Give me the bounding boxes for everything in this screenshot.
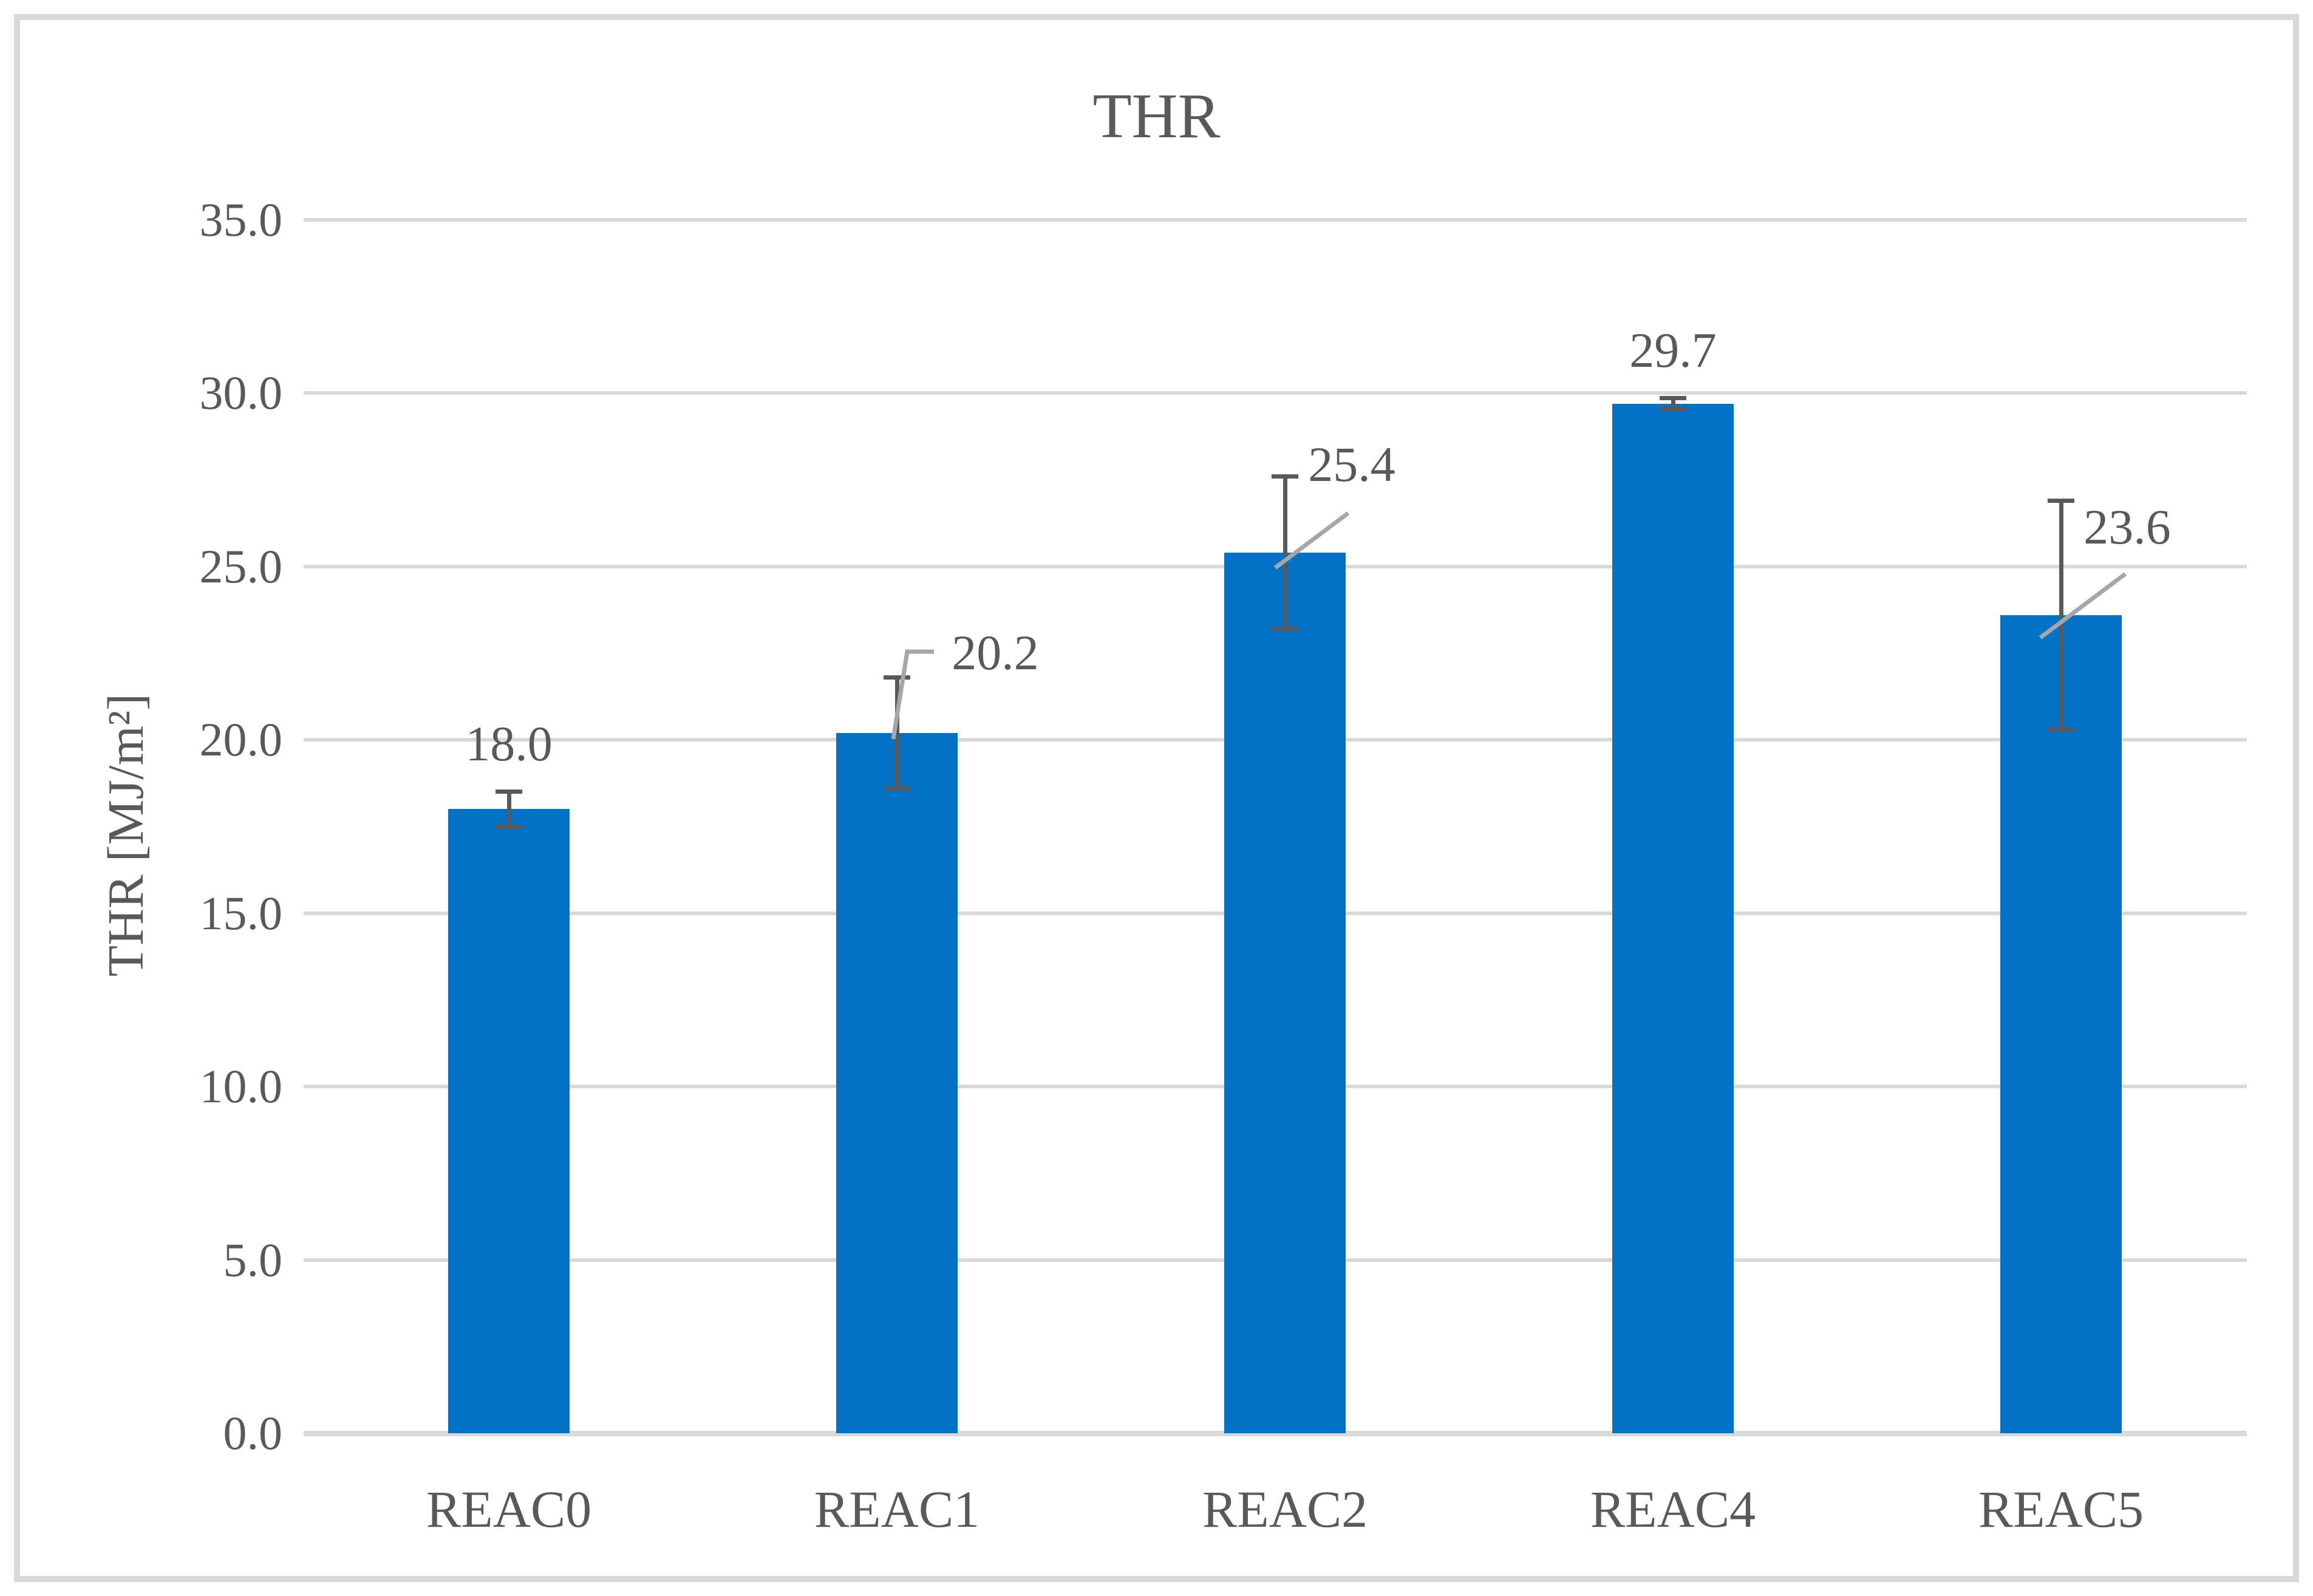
error-bar-cap-top-REAC4 bbox=[1660, 396, 1686, 401]
error-bar-REAC5 bbox=[2059, 500, 2063, 730]
y-tick-label: 15.0 bbox=[199, 886, 283, 940]
y-tick-label: 10.0 bbox=[199, 1060, 283, 1113]
error-bar-cap-bottom-REAC4 bbox=[1660, 406, 1686, 411]
bar-REAC1 bbox=[836, 732, 958, 1433]
error-bar-REAC1 bbox=[894, 677, 899, 789]
x-tick-label-REAC4: REAC4 bbox=[1590, 1480, 1756, 1538]
error-bar-REAC4 bbox=[1671, 398, 1675, 409]
x-tick-label-REAC2: REAC2 bbox=[1202, 1480, 1368, 1538]
error-bar-cap-top-REAC5 bbox=[2048, 498, 2074, 503]
leader-line-REAC5 bbox=[2039, 572, 2127, 639]
bar-REAC5 bbox=[2000, 615, 2122, 1433]
y-tick-label: 35.0 bbox=[199, 193, 283, 246]
chart-title: THR bbox=[1092, 80, 1221, 151]
error-bar-cap-bottom-REAC1 bbox=[884, 786, 910, 791]
gridline bbox=[304, 218, 2247, 222]
error-bar-REAC0 bbox=[506, 791, 511, 827]
data-label-REAC2: 25.4 bbox=[1308, 437, 1395, 492]
y-tick-label: 25.0 bbox=[199, 539, 283, 593]
data-label-REAC5: 23.6 bbox=[2083, 499, 2171, 554]
chart-border bbox=[14, 14, 2299, 1582]
x-axis-line bbox=[304, 1431, 2247, 1436]
bar-REAC2 bbox=[1224, 553, 1346, 1433]
error-bar-REAC2 bbox=[1283, 476, 1287, 629]
gridline bbox=[304, 391, 2247, 395]
error-bar-cap-top-REAC0 bbox=[496, 789, 522, 794]
bar-REAC4 bbox=[1612, 403, 1734, 1433]
error-bar-cap-bottom-REAC5 bbox=[2048, 727, 2074, 732]
error-bar-cap-top-REAC1 bbox=[884, 675, 910, 680]
y-tick-label: 20.0 bbox=[199, 713, 283, 766]
error-bar-cap-bottom-REAC2 bbox=[1272, 627, 1298, 632]
data-label-REAC1: 20.2 bbox=[952, 625, 1039, 680]
data-label-REAC4: 29.7 bbox=[1629, 322, 1717, 378]
x-tick-label-REAC0: REAC0 bbox=[426, 1480, 592, 1538]
error-bar-cap-top-REAC2 bbox=[1272, 474, 1298, 479]
leader-line-REAC2 bbox=[1273, 511, 1350, 570]
y-tick-label: 0.0 bbox=[223, 1407, 283, 1459]
x-tick-label-REAC1: REAC1 bbox=[814, 1480, 980, 1538]
y-tick-label: 5.0 bbox=[223, 1233, 283, 1286]
x-tick-label-REAC5: REAC5 bbox=[1978, 1480, 2144, 1538]
bar-REAC0 bbox=[448, 809, 570, 1433]
leader-line-REAC1 bbox=[891, 649, 934, 740]
y-tick-label: 30.0 bbox=[199, 366, 283, 420]
error-bar-cap-bottom-REAC0 bbox=[496, 824, 522, 829]
data-label-REAC0: 18.0 bbox=[465, 715, 553, 771]
